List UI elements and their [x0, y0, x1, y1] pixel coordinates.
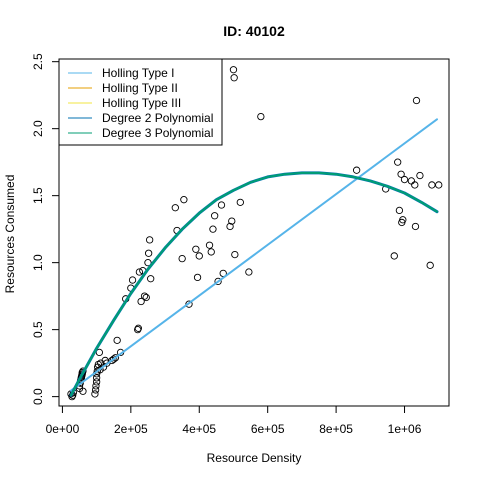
- data-point: [435, 181, 443, 189]
- data-point: [140, 292, 149, 300]
- x-tick-label: 1e+06: [388, 422, 422, 436]
- data-point: [412, 96, 421, 105]
- data-point: [411, 222, 420, 231]
- data-point: [144, 249, 153, 257]
- x-tick-label: 8e+05: [319, 422, 353, 436]
- data-point: [135, 268, 144, 276]
- data-point: [178, 254, 186, 263]
- x-tick-label: 2e+05: [114, 422, 148, 436]
- y-axis-label: Resources Consumed: [3, 175, 17, 294]
- data-point: [185, 300, 193, 308]
- data-point: [95, 348, 104, 357]
- data-point: [171, 204, 179, 212]
- data-point: [400, 175, 409, 184]
- data-point: [144, 258, 152, 267]
- data-point: [245, 268, 253, 276]
- legend-label: Holling Type III: [102, 96, 181, 110]
- fit-lines: [69, 118, 439, 397]
- data-point: [110, 355, 118, 363]
- data-point: [91, 390, 99, 398]
- y-axis: 0.0 0.5 1.0 1.5 2.0 2.5: [31, 53, 60, 405]
- data-point: [214, 277, 222, 286]
- x-tick-label: 6e+05: [251, 422, 285, 436]
- data-point: [231, 250, 239, 259]
- data-point: [142, 293, 150, 302]
- data-point: [92, 378, 101, 386]
- data-point: [394, 158, 402, 166]
- data-point: [426, 261, 434, 269]
- data-point: [192, 245, 200, 253]
- y-tick-label: 0.5: [31, 321, 45, 338]
- data-point: [193, 273, 202, 282]
- x-tick-label: 4e+05: [182, 422, 216, 436]
- legend-label: Degree 3 Polynomial: [102, 126, 213, 140]
- data-point: [390, 252, 398, 260]
- data-point: [229, 66, 238, 74]
- chart-title: ID: 40102: [223, 23, 285, 39]
- data-point: [180, 196, 188, 204]
- data-point: [230, 74, 238, 82]
- legend-label: Holling Type I: [102, 66, 175, 80]
- data-point: [92, 382, 100, 390]
- data-point: [211, 212, 219, 220]
- data-point: [217, 201, 226, 209]
- data-point: [395, 206, 404, 215]
- data-point: [411, 181, 419, 189]
- legend-label: Holling Type II: [102, 81, 178, 95]
- data-point: [195, 252, 203, 260]
- data-point: [137, 297, 145, 306]
- data-point: [416, 171, 424, 180]
- x-tick-label: 0e+00: [46, 422, 80, 436]
- y-tick-label: 2.5: [31, 53, 45, 70]
- data-point: [228, 217, 236, 225]
- data-point: [352, 166, 361, 174]
- data-point: [226, 222, 234, 231]
- data-point: [399, 216, 407, 224]
- data-point: [91, 386, 100, 394]
- data-point: [236, 198, 244, 207]
- x-axis: 0e+00 2e+05 4e+05 6e+05 8e+05 1e+06: [46, 405, 422, 436]
- data-point: [146, 236, 154, 244]
- data-point: [134, 324, 143, 332]
- series-line-degree-3-polynomial: [70, 171, 438, 397]
- y-tick-label: 0.0: [31, 388, 45, 405]
- y-tick-label: 1.0: [31, 254, 45, 271]
- data-point: [209, 225, 217, 233]
- series-line-holling-type-i: [70, 118, 438, 392]
- data-point: [397, 170, 405, 178]
- data-point: [205, 241, 214, 249]
- data-point: [207, 248, 215, 256]
- y-tick-label: 2.0: [31, 120, 45, 137]
- data-point: [134, 325, 142, 334]
- x-axis-label: Resource Density: [207, 451, 302, 465]
- y-tick-label: 1.5: [31, 187, 45, 204]
- data-point: [257, 112, 265, 121]
- data-point: [147, 275, 155, 283]
- data-point: [113, 336, 121, 345]
- legend-label: Degree 2 Polynomial: [102, 111, 213, 125]
- data-point: [128, 276, 137, 284]
- data-point: [111, 354, 120, 362]
- data-point: [79, 387, 87, 395]
